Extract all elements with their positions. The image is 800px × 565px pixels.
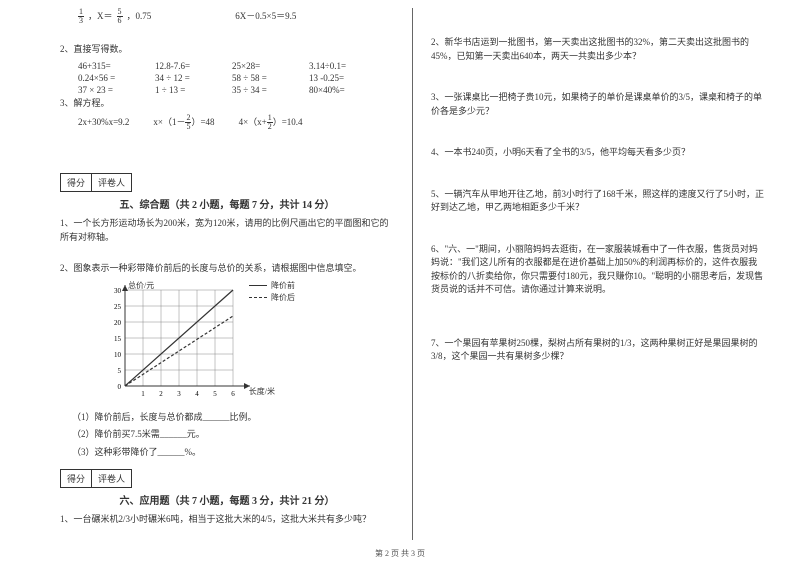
svg-text:15: 15 xyxy=(114,335,122,343)
text: ，X＝ xyxy=(88,10,113,24)
q3-title: 3、解方程。 xyxy=(60,97,394,111)
score-cell: 得分 xyxy=(60,173,92,192)
mental-row: 37 × 23 = 1 ÷ 13 = 35 ÷ 34 = 80×40%= xyxy=(60,85,394,95)
equation: 4×（x+ 12 ）=10.4 xyxy=(239,114,303,131)
mental-row: 46+315= 12.8-7.6= 25×28= 3.14÷0.1= xyxy=(60,61,394,71)
app-q3: 3、一张课桌比一把椅子贵10元，如果椅子的单价是课桌单价的3/5，课桌和椅子的单… xyxy=(431,91,765,118)
equation: x×（1－ 25 ）=48 xyxy=(153,114,214,131)
comp-q2: 2、图象表示一种彩带降价前后的长度与总价的关系，请根据图中信息填空。 xyxy=(60,262,394,276)
score-cell: 得分 xyxy=(60,469,92,488)
marker-cell: 评卷人 xyxy=(92,469,132,488)
c2-sub2: （2）降价前买7.5米需______元。 xyxy=(60,428,394,442)
app-q5: 5、一辆汽车从甲地开往乙地，前3小时行了168千米，照这样的速度又行了5小时，正… xyxy=(431,188,765,215)
section-6-title: 六、应用题（共 7 小题，每题 3 分，共计 21 分） xyxy=(60,492,394,507)
y-axis-label: 总价/元 xyxy=(128,280,154,291)
comp-q1: 1、一个长方形运动场长为200米，宽为120米，请用的比例尺画出它的平面图和它的… xyxy=(60,217,394,244)
equation: 2x+30%x=9.2 xyxy=(78,116,129,130)
c2-sub1: （1）降价前后，长度与总价都成______比例。 xyxy=(60,411,394,425)
svg-text:30: 30 xyxy=(114,287,122,295)
app-q1: 1、一台碾米机2/3小时碾米6吨，相当于这批大米的4/5，这批大米共有多少吨？ xyxy=(60,513,394,527)
svg-text:0: 0 xyxy=(118,383,122,391)
svg-text:5: 5 xyxy=(118,367,122,375)
chart-legend: 降价前 降价后 xyxy=(249,280,295,304)
fraction: 56 xyxy=(117,8,123,25)
marker-cell: 评卷人 xyxy=(92,173,132,192)
x-axis-label: 长度/米 xyxy=(249,386,275,397)
app-q7: 7、一个果园有苹果树250棵，梨树占所有果树的1/3，这两种果树正好是果园果树的… xyxy=(431,337,765,364)
chart-svg: 30 25 20 15 10 5 0 1 2 3 4 5 6 xyxy=(100,282,270,407)
svg-text:4: 4 xyxy=(195,390,199,398)
svg-text:2: 2 xyxy=(159,390,163,398)
svg-text:3: 3 xyxy=(177,390,181,398)
equation: 6X－0.5×5＝9.5 xyxy=(235,10,296,24)
svg-text:10: 10 xyxy=(114,351,122,359)
section-5-title: 五、综合题（共 2 小题，每题 7 分，共计 14 分） xyxy=(60,196,394,211)
svg-text:20: 20 xyxy=(114,319,122,327)
svg-text:25: 25 xyxy=(114,303,122,311)
score-box: 得分 评卷人 xyxy=(60,469,394,488)
q2-title: 2、直接写得数。 xyxy=(60,43,394,57)
score-box: 得分 评卷人 xyxy=(60,173,394,192)
app-q4: 4、一本书240页，小明6天看了全书的3/5，他平均每天看多少页？ xyxy=(431,146,765,160)
text: ，0.75 xyxy=(127,10,152,24)
app-q6: 6、"六、一"期间，小丽陪妈妈去逛街，在一家服装城看中了一件衣服，售货员对妈妈说… xyxy=(431,243,765,297)
svg-text:1: 1 xyxy=(141,390,145,398)
chart: 降价前 降价后 xyxy=(100,282,394,407)
svg-text:6: 6 xyxy=(231,390,235,398)
c2-sub3: （3）这种彩带降价了______%。 xyxy=(60,446,394,460)
page-footer: 第 2 页 共 3 页 xyxy=(0,548,800,559)
svg-text:5: 5 xyxy=(213,390,217,398)
app-q2: 2、新华书店运到一批图书，第一天卖出这批图书的32%，第二天卖出这批图书的45%… xyxy=(431,36,765,63)
mental-row: 0.24×56 = 34 ÷ 12 = 58 ÷ 58 = 13 -0.25= xyxy=(60,73,394,83)
fraction: 13 xyxy=(78,8,84,25)
